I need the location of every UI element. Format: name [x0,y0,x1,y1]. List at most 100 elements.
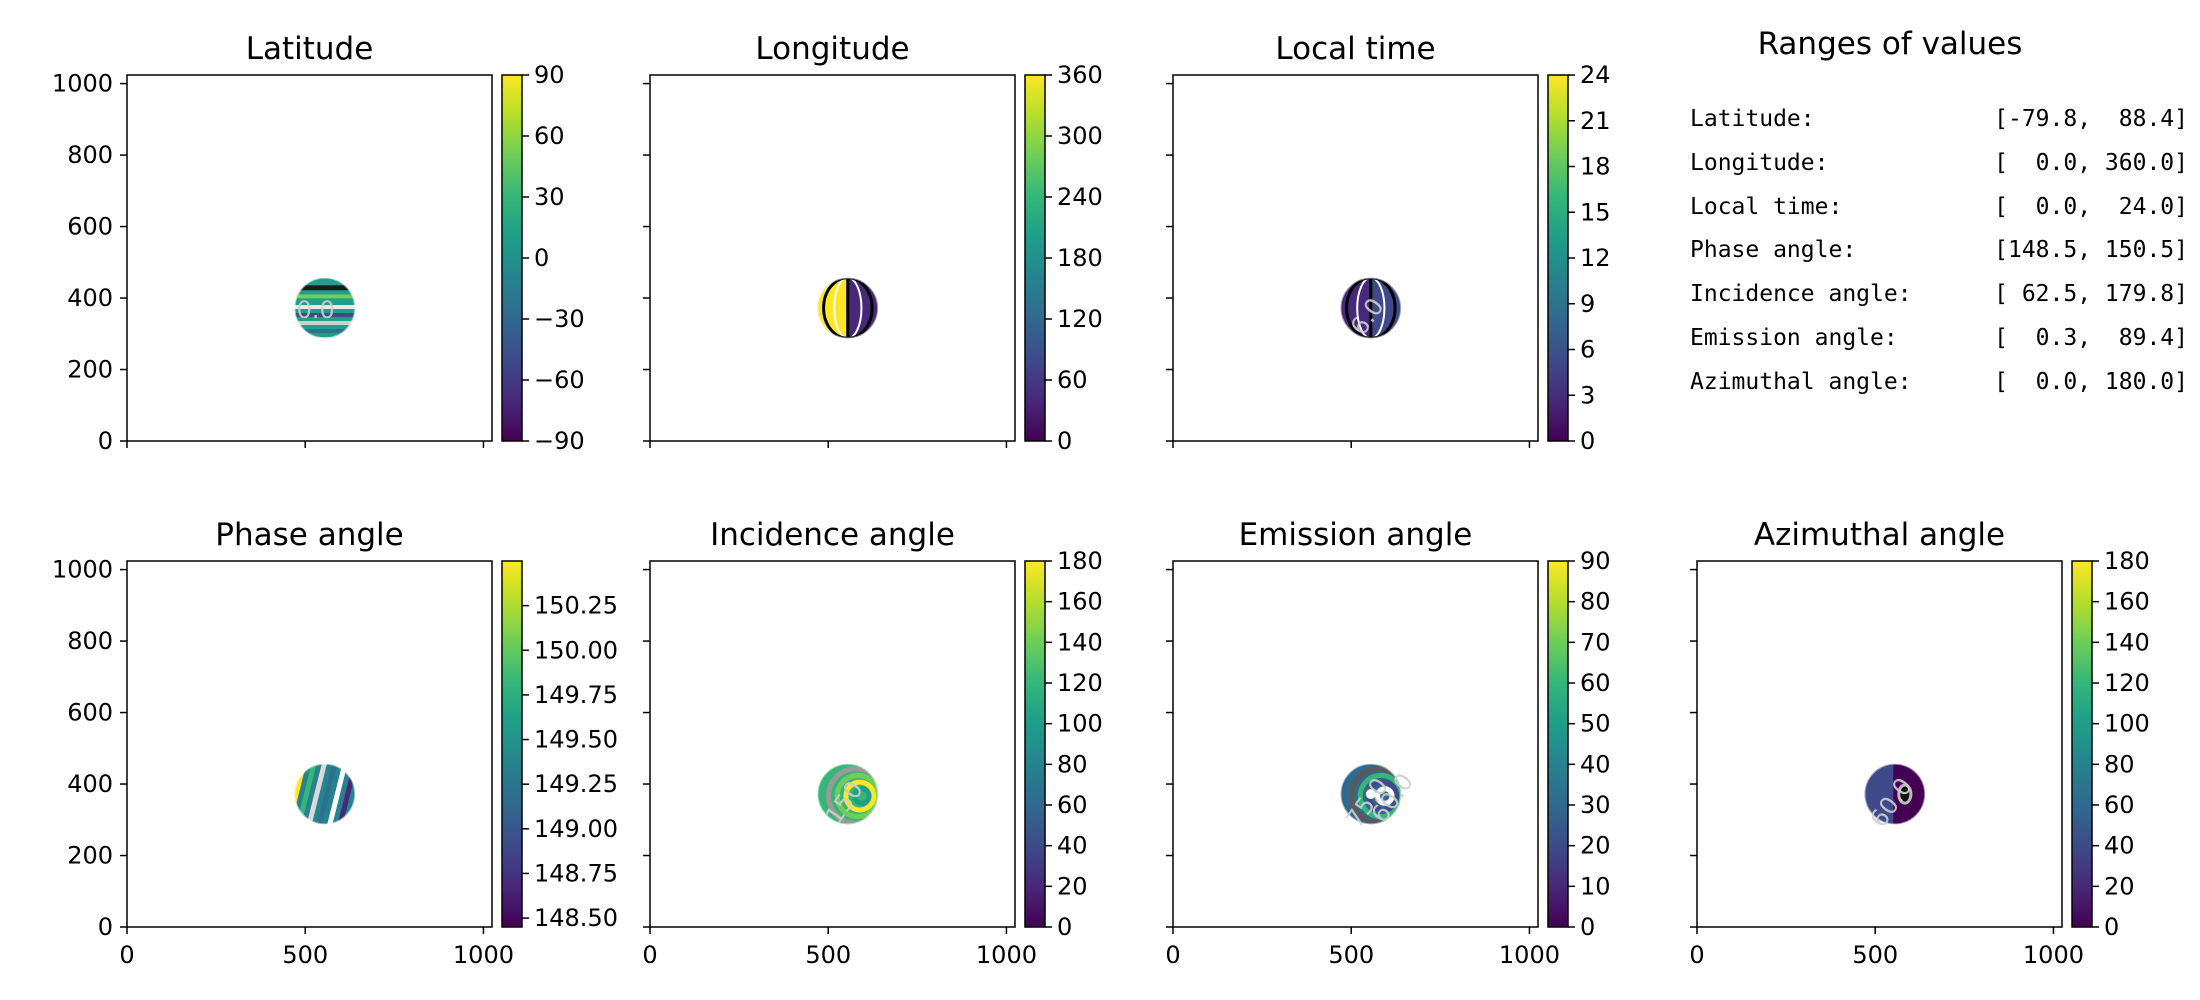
colorbar-tick-label: 10 [1580,872,1611,900]
plot-frame [1696,560,2063,928]
contour-label: 0.0 [297,296,335,324]
disc-image [294,277,356,339]
chart-title: Latitude [246,31,374,67]
x-tick-label: 0 [1689,941,1704,969]
disc-image [1340,277,1402,339]
y-tick-label: 1000 [52,70,113,98]
range-value: [148.5, 150.5] [1994,237,2188,264]
x-tick-label: 500 [282,941,328,969]
colorbar [1547,560,1569,928]
colorbar-tick-label: 149.75 [534,681,618,709]
range-label: Azimuthal angle: [1690,368,1912,395]
colorbar-tick-label: 12 [1580,244,1611,272]
range-row-longitude: Longitude: [ 0.0, 360.0] [1690,150,2188,194]
colorbar-tick-label: 40 [1057,832,1088,860]
x-tick-label: 500 [1852,941,1898,969]
colorbar-tick-label: 148.50 [534,904,618,932]
colorbar-tick-label: 240 [1057,183,1103,211]
ranges-title: Ranges of values [1757,26,2023,62]
colorbar-tick-label: 100 [1057,710,1103,738]
colorbar-tick-label: 150.00 [534,636,618,664]
colorbar [1024,74,1046,442]
colorbar-tick-label: 0 [1057,427,1072,455]
x-tick-label: 500 [805,941,851,969]
colorbar-tick-label: 20 [1580,832,1611,860]
colorbar-tick-label: 60 [1057,366,1088,394]
colorbar-tick-label: 80 [1057,750,1088,778]
colorbar-tick-label: 6 [1580,336,1595,364]
range-value: [ 62.5, 179.8] [1994,281,2188,308]
x-tick-label: 1000 [976,941,1037,969]
y-tick-label: 600 [67,699,113,727]
range-label: Longitude: [1690,149,1829,176]
colorbar-tick-label: 0 [1580,913,1595,941]
colorbar-tick-label: −30 [534,305,585,333]
range-row-local-time: Local time: [ 0.0, 24.0] [1690,194,2188,238]
colorbar [2071,560,2093,928]
chart-panel: Phase angle 0 500 1000 0 200 400 600 800 1000 150.… [52,517,618,969]
colorbar-tick-label: 0 [1057,913,1072,941]
colorbar-tick-label: 120 [2104,669,2150,697]
x-tick-label: 1000 [1499,941,1560,969]
colorbar [501,74,523,442]
range-label: Emission angle: [1690,324,1898,351]
colorbar-tick-label: 15 [1580,198,1611,226]
colorbar-tick-label: 0 [2104,913,2119,941]
colorbar-tick-label: 0 [534,244,549,272]
plot-frame [126,74,493,442]
colorbar-tick-label: 120 [1057,305,1103,333]
chart-title: Emission angle [1239,517,1473,553]
chart-title: Longitude [755,31,909,67]
colorbar-tick-label: 20 [2104,872,2135,900]
y-tick-label: 200 [67,356,113,384]
colorbar-tick-label: 149.50 [534,726,618,754]
colorbar-tick-label: 3 [1580,381,1595,409]
colorbar-tick-label: 300 [1057,122,1103,150]
y-tick-label: 0 [98,913,113,941]
colorbar-tick-label: 50 [1580,710,1611,738]
disc-image [817,277,879,339]
range-row-incidence-angle: Incidence angle: [ 62.5, 179.8] [1690,281,2188,325]
range-row-emission-angle: Emission angle: [ 0.3, 89.4] [1690,325,2188,369]
range-row-phase-angle: Phase angle: [148.5, 150.5] [1690,237,2188,281]
colorbar-tick-label: 100 [2104,710,2150,738]
chart-panel: Longitude 360 300 240 180 120 60 0 [643,31,1103,455]
chart-title: Azimuthal angle [1754,517,2005,553]
x-tick-label: 0 [119,941,134,969]
colorbar-tick-label: 180 [1057,547,1103,575]
colorbar-tick-label: 60 [2104,791,2135,819]
y-tick-label: 200 [67,842,113,870]
x-tick-label: 1000 [453,941,514,969]
colorbar [1547,74,1569,442]
chart-title: Incidence angle [710,517,955,553]
disc-image [294,763,356,825]
y-tick-label: 400 [67,770,113,798]
colorbar-tick-label: 40 [2104,832,2135,860]
colorbar-tick-label: 90 [534,61,565,89]
colorbar-tick-label: 360 [1057,61,1103,89]
x-tick-label: 0 [1165,941,1180,969]
range-value: [ 0.0, 360.0] [1994,149,2188,176]
plot-frame [649,560,1016,928]
range-label: Latitude: [1690,106,1815,132]
chart-title: Phase angle [215,517,403,553]
y-tick-label: 800 [67,627,113,655]
colorbar-tick-label: 150.25 [534,592,618,620]
colorbar-tick-label: 60 [1580,669,1611,697]
colorbar-tick-label: 40 [1580,750,1611,778]
y-tick-label: 800 [67,141,113,169]
colorbar-tick-label: 70 [1580,628,1611,656]
range-label: Incidence angle: [1690,281,1912,308]
range-row-latitude: Latitude: [-79.8, 88.4] [1690,106,2188,150]
range-label: Local time: [1690,193,1843,220]
colorbar-tick-label: 160 [1057,588,1103,616]
range-row-azimuthal-angle: Azimuthal angle: [ 0.0, 180.0] [1690,369,2188,413]
y-tick-label: 400 [67,284,113,312]
x-tick-label: 0 [642,941,657,969]
ranges-list: Latitude: [-79.8, 88.4] Longitude: [ 0.0, … [1690,106,2188,413]
